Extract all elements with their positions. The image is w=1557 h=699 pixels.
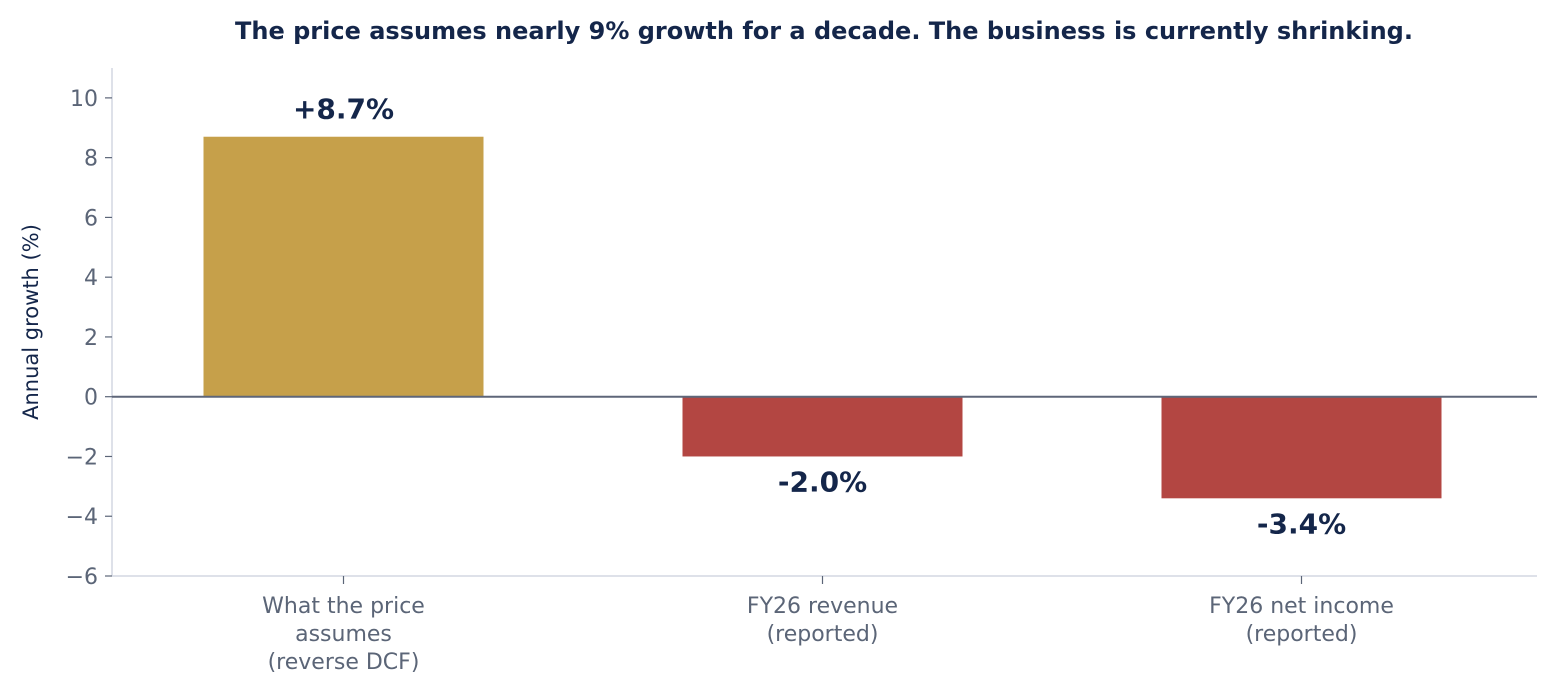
- y-tick-label: 10: [70, 87, 98, 112]
- data-label-1: -2.0%: [778, 465, 867, 498]
- plot-area: 10 8 6 4 2 0 −2 −4 −6 +8.7% What the price assumes (…: [66, 68, 1537, 675]
- chart-title: The price assumes nearly 9% growth for a…: [235, 17, 1413, 45]
- bar-2: [1161, 396, 1442, 499]
- y-axis-label: Annual growth (%): [19, 224, 43, 420]
- y-tick-label: −4: [66, 505, 98, 530]
- x-tick-label: FY26 net income: [1209, 594, 1394, 619]
- x-tick-label: (reported): [767, 622, 879, 647]
- data-label-0: +8.7%: [293, 93, 394, 126]
- y-tick-label: −6: [66, 565, 98, 590]
- x-tick-label: FY26 revenue: [747, 594, 898, 619]
- x-tick-label: (reported): [1246, 622, 1358, 647]
- x-tick-label: assumes: [295, 622, 392, 647]
- y-tick-label: 0: [84, 386, 98, 411]
- y-tick-label: 6: [84, 206, 98, 231]
- bar-1: [682, 396, 963, 457]
- x-tick-label: What the price: [262, 594, 425, 619]
- y-tick-label: 2: [84, 326, 98, 351]
- bar-0: [203, 136, 484, 397]
- x-tick-label: (reverse DCF): [268, 650, 420, 675]
- y-tick-label: −2: [66, 445, 98, 470]
- y-tick-label: 8: [84, 147, 98, 172]
- data-label-2: -3.4%: [1257, 507, 1346, 540]
- y-tick-label: 4: [84, 266, 98, 291]
